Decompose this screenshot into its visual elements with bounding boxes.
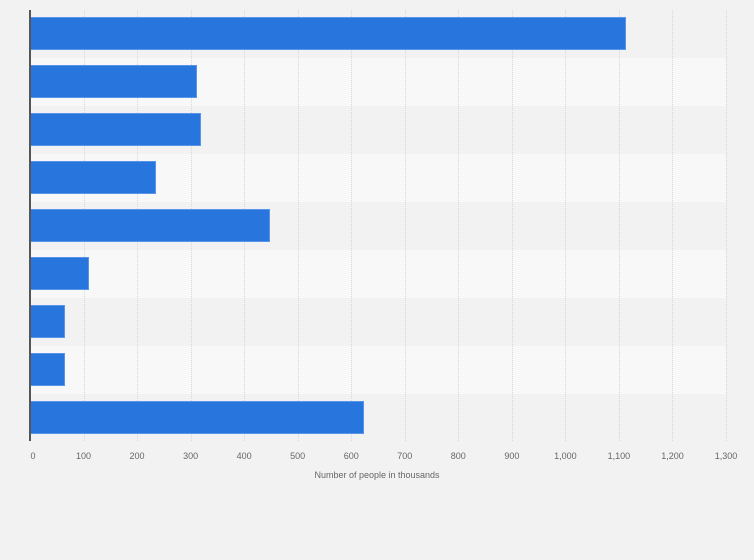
y-axis-line	[29, 10, 31, 441]
gridline	[618, 10, 620, 441]
x-tick-label: 100	[76, 451, 92, 461]
x-tick-label: 0	[30, 451, 36, 461]
x-tick-label: 1,000	[554, 451, 577, 461]
x-tick-label: 400	[236, 451, 252, 461]
gridline	[297, 10, 299, 441]
x-tick-label: 700	[397, 451, 413, 461]
bar[interactable]	[30, 353, 65, 386]
plot-area	[30, 10, 727, 441]
gridline	[565, 10, 567, 441]
x-tick-label: 300	[183, 451, 199, 461]
bar[interactable]	[30, 161, 157, 194]
bar[interactable]	[30, 257, 89, 290]
x-axis-label: Number of people in thousands	[314, 470, 440, 480]
x-tick-label: 1,100	[607, 451, 631, 461]
x-tick-label: 500	[290, 451, 306, 461]
row-band	[30, 346, 726, 394]
gridline	[404, 10, 406, 441]
gridline	[458, 10, 460, 441]
x-tick-label: 900	[504, 451, 520, 461]
gridline	[351, 10, 353, 441]
gridline	[726, 10, 727, 441]
gridline	[511, 10, 513, 441]
row-band	[30, 250, 726, 298]
bar[interactable]	[30, 209, 271, 242]
bar[interactable]	[30, 65, 198, 98]
bar[interactable]	[30, 401, 365, 434]
bar[interactable]	[30, 305, 66, 338]
x-tick-label: 800	[450, 451, 466, 461]
bar[interactable]	[30, 113, 201, 146]
row-band	[30, 298, 726, 346]
gridline	[672, 10, 674, 441]
x-tick-label: 200	[129, 451, 145, 461]
x-tick-label: 1,300	[714, 451, 738, 461]
x-tick-label: 600	[343, 451, 359, 461]
bar[interactable]	[30, 17, 626, 50]
x-tick-label: 1,200	[661, 451, 684, 461]
